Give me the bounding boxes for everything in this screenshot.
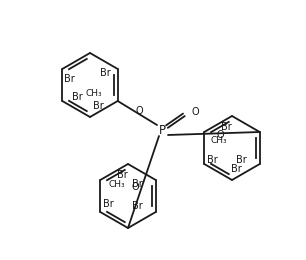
Text: Br: Br	[117, 170, 127, 180]
Text: O: O	[136, 106, 144, 116]
Text: CH₃: CH₃	[85, 88, 102, 98]
Text: Br: Br	[64, 74, 75, 84]
Text: Br: Br	[72, 92, 83, 102]
Text: O: O	[132, 182, 139, 192]
Text: Br: Br	[93, 101, 104, 111]
Text: Br: Br	[236, 155, 247, 165]
Text: Br: Br	[132, 201, 143, 211]
Text: Br: Br	[103, 199, 114, 209]
Text: CH₃: CH₃	[210, 135, 227, 145]
Text: CH₃: CH₃	[108, 179, 125, 188]
Text: Br: Br	[207, 155, 218, 165]
Text: Br: Br	[100, 68, 110, 78]
Text: Br: Br	[132, 179, 143, 189]
Text: P: P	[159, 124, 166, 136]
Text: O: O	[191, 107, 199, 117]
Text: Br: Br	[231, 164, 241, 174]
Text: Br: Br	[221, 122, 231, 132]
Text: O: O	[217, 130, 225, 140]
